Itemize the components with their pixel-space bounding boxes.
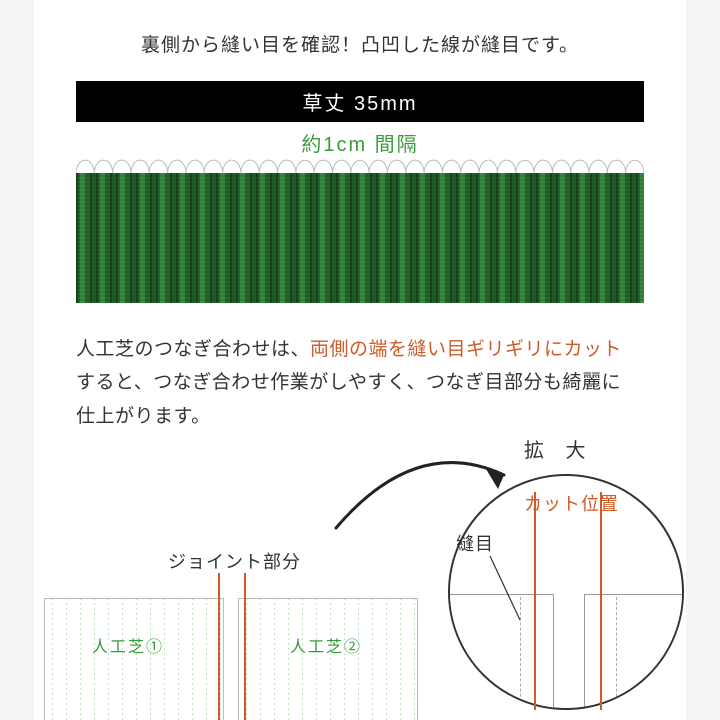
turf-strip bbox=[76, 173, 644, 303]
spacing-label: 約1cm 間隔 bbox=[76, 128, 644, 157]
cut-position-label: カット位置 bbox=[524, 490, 619, 516]
heading: 裏側から縫い目を確認！凸凹した線が縫目です。 bbox=[76, 30, 644, 57]
arcs-svg bbox=[76, 159, 644, 173]
para-pre: 人工芝のつなぎ合わせは、 bbox=[76, 339, 310, 360]
paragraph: 人工芝のつなぎ合わせは、両側の端を縫い目ギリギリにカット すると、つなぎ合わせ作… bbox=[76, 333, 644, 433]
panel-dots bbox=[239, 599, 417, 720]
turf-noise bbox=[76, 173, 644, 303]
turf-1-label: 人工芝① bbox=[92, 633, 164, 657]
enlarge-label: 拡 大 bbox=[524, 434, 594, 463]
turf-2-label: 人工芝② bbox=[290, 633, 362, 657]
turf-panel-1 bbox=[44, 598, 224, 720]
magnifier-cut-line bbox=[534, 492, 536, 710]
height-bar: 草丈 35mm bbox=[76, 81, 644, 122]
cut-line bbox=[244, 573, 246, 720]
turf-panel-2 bbox=[238, 598, 418, 720]
joint-label: ジョイント部分 bbox=[168, 548, 301, 574]
para-post2: 仕上がります。 bbox=[76, 406, 211, 427]
magnifier-panel-right bbox=[584, 594, 684, 710]
magnifier-cut-line bbox=[600, 492, 602, 710]
para-hl: 両側の端を縫い目ギリギリにカット bbox=[310, 339, 622, 360]
seam-leader-line bbox=[488, 554, 522, 622]
seam-label: 縫目 bbox=[456, 530, 494, 556]
panel-dots bbox=[45, 599, 223, 720]
arcs-row bbox=[76, 159, 644, 173]
cut-line bbox=[218, 573, 220, 720]
para-post1: すると、つなぎ合わせ作業がしやすく、つなぎ目部分も綺麗に bbox=[76, 372, 621, 393]
